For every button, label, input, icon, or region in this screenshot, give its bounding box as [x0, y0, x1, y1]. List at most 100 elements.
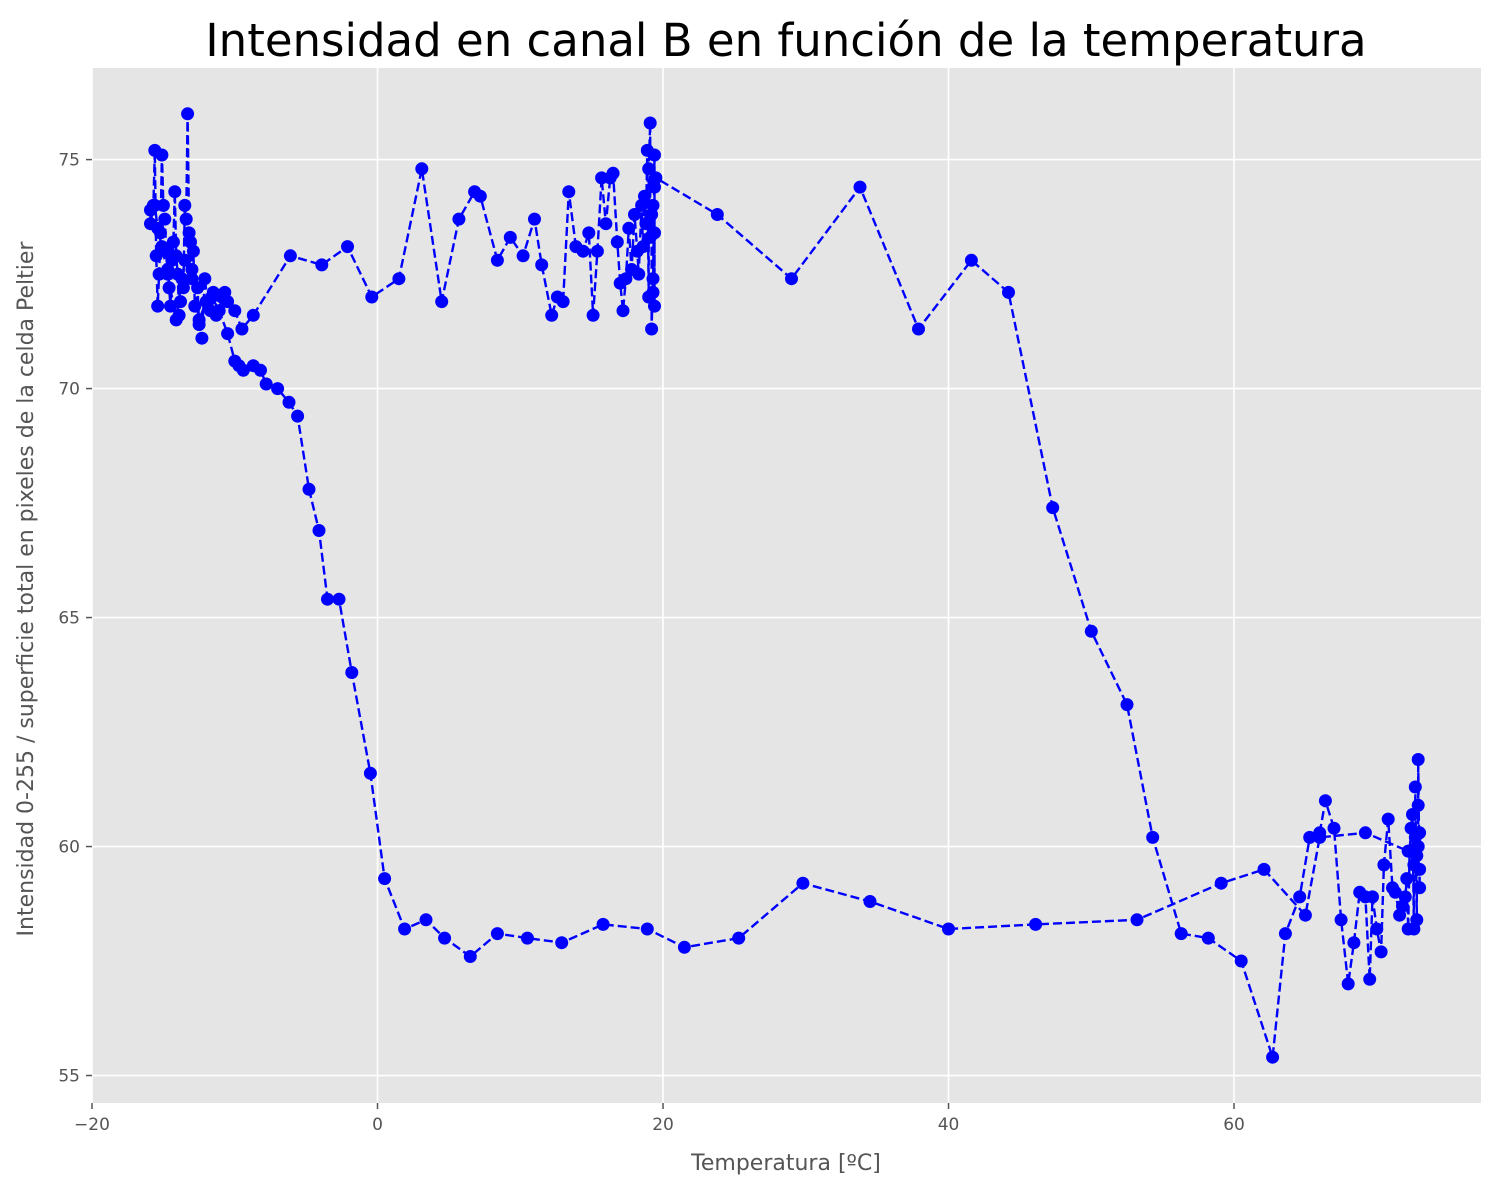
data-point [169, 313, 183, 327]
data-point [363, 766, 377, 780]
data-point [640, 922, 654, 936]
data-point [528, 212, 541, 226]
data-point [282, 395, 296, 409]
data-point [1327, 821, 1341, 835]
data-point [1298, 908, 1312, 922]
y-tick-label: 65 [58, 609, 80, 629]
data-point [1413, 881, 1427, 895]
data-point [259, 377, 273, 391]
data-point [1413, 862, 1427, 876]
data-point [148, 198, 162, 212]
data-point [1266, 1050, 1280, 1064]
data-point [1398, 890, 1412, 904]
data-point [321, 592, 334, 606]
data-point [246, 359, 260, 373]
data-point [576, 244, 590, 258]
data-point [155, 240, 169, 254]
data-point [398, 922, 412, 936]
data-point [556, 295, 570, 309]
data-point [648, 226, 661, 240]
data-point [185, 263, 199, 276]
data-point [677, 940, 691, 954]
data-point [271, 382, 285, 396]
data-point [1413, 826, 1427, 840]
data-point [1366, 890, 1379, 904]
data-point [1174, 927, 1188, 941]
data-point [1318, 794, 1332, 808]
data-point [628, 208, 641, 221]
data-point [199, 295, 213, 309]
data-point [221, 327, 235, 341]
data-point [1411, 840, 1425, 853]
data-point [1130, 913, 1144, 927]
grid-lines [91, 68, 1481, 1103]
data-point [1411, 753, 1425, 766]
data-point [452, 212, 466, 226]
data-point [158, 212, 172, 226]
data-series [144, 107, 1427, 1064]
data-point [315, 258, 329, 272]
data-point [632, 267, 646, 281]
data-point [1408, 780, 1422, 794]
data-point [341, 240, 354, 254]
data-point [192, 313, 206, 327]
data-point [1257, 862, 1271, 876]
data-point [185, 272, 199, 286]
data-point [732, 931, 746, 945]
y-tick-label: 55 [58, 1067, 80, 1087]
data-point [365, 290, 379, 304]
data-point [228, 304, 242, 318]
data-point [616, 304, 630, 318]
data-point [312, 524, 326, 537]
data-point [178, 198, 192, 212]
data-point [1411, 798, 1425, 812]
data-point [1293, 890, 1307, 904]
data-point [490, 253, 504, 267]
data-point [162, 281, 176, 295]
data-point [643, 116, 657, 130]
data-point [221, 295, 235, 309]
data-point [590, 244, 604, 258]
data-point [473, 189, 487, 203]
data-point [1084, 624, 1098, 638]
data-point [642, 162, 656, 176]
data-point [151, 221, 165, 235]
data-point [392, 272, 406, 286]
data-point [166, 235, 180, 249]
data-point [545, 308, 559, 322]
data-point [283, 249, 297, 263]
data-point [1234, 954, 1248, 968]
data-point [332, 592, 346, 606]
data-point [863, 895, 877, 908]
data-point [463, 950, 477, 963]
data-point [212, 304, 226, 318]
data-point [622, 221, 636, 235]
data-point [942, 922, 955, 936]
data-point [345, 666, 359, 679]
chart-title: Intensidad en canal B en función de la t… [205, 14, 1366, 67]
data-point [1370, 922, 1384, 936]
data-point [1313, 830, 1327, 844]
data-point [176, 281, 190, 295]
y-axis-label: Intensidad 0-255 / superficie total en p… [14, 241, 39, 937]
data-point [853, 180, 867, 194]
data-point [610, 235, 624, 249]
x-tick-label: 60 [1223, 1115, 1245, 1135]
data-point [179, 212, 193, 226]
data-point [1374, 945, 1388, 959]
data-point [151, 299, 165, 313]
plot-area [92, 68, 1481, 1103]
data-point [562, 185, 576, 199]
x-tick-label: 40 [938, 1115, 960, 1135]
data-point [582, 226, 596, 240]
data-point [178, 253, 192, 267]
data-point [1341, 977, 1355, 991]
data-point [1029, 917, 1043, 931]
data-point [415, 162, 429, 176]
data-point [188, 299, 202, 313]
data-point [1400, 872, 1414, 886]
x-axis-label: Temperatura [ºC] [690, 1151, 881, 1176]
data-point [1410, 913, 1424, 927]
y-tick-label: 75 [58, 151, 80, 171]
